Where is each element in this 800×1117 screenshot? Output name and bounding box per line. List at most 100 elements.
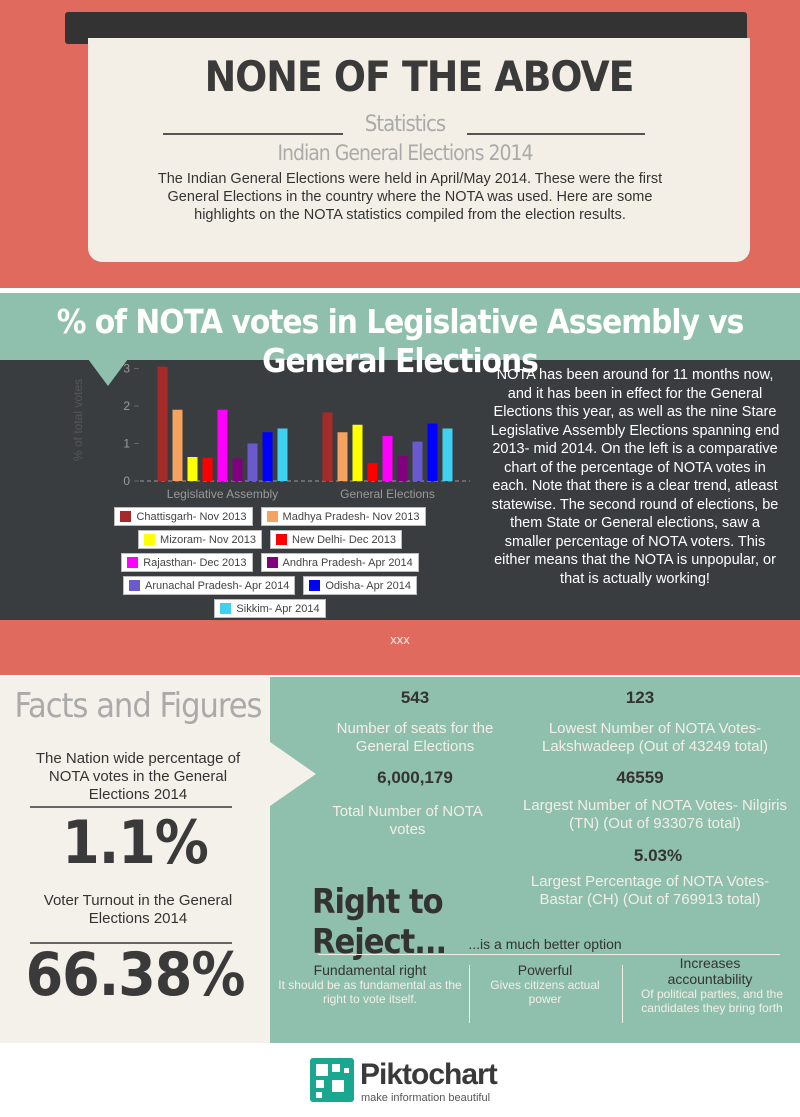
pointer — [88, 359, 128, 386]
facts-title: Facts and Figures — [14, 686, 263, 726]
legend-swatch — [127, 557, 139, 568]
stats-bg — [270, 677, 800, 1043]
subtitle: Indian General Elections 2014 — [277, 141, 533, 165]
intro: The Indian General Elections were held i… — [157, 171, 663, 223]
bar — [412, 441, 423, 481]
logo — [310, 1058, 354, 1102]
legend-label: Arunachal Pradesh- Apr 2014 — [145, 579, 290, 592]
y-tick-label: 2 — [123, 399, 130, 413]
rule — [318, 954, 780, 955]
legend-swatch — [266, 557, 278, 568]
bar — [247, 443, 258, 481]
y-axis-label: % of total votes — [71, 379, 85, 461]
legend-swatch — [144, 534, 156, 545]
title: NONE OF THE ABOVE — [204, 52, 635, 101]
legend-label: Odisha- Apr 2014 — [325, 579, 411, 592]
bar — [322, 412, 333, 481]
legend-swatch — [120, 511, 132, 522]
bar — [172, 409, 183, 481]
legend-item: Arunachal Pradesh- Apr 2014 — [123, 576, 296, 595]
brand: Piktochart — [360, 1058, 498, 1091]
legend-label: Rajasthan- Dec 2013 — [143, 556, 247, 569]
header-card — [88, 38, 750, 262]
y-tick-label: 0 — [123, 474, 130, 488]
legend-label: Andhra Pradesh- Apr 2014 — [282, 556, 413, 569]
stat-value: 6,000,179 — [377, 768, 453, 787]
legend-label: Chattisgarh- Nov 2013 — [136, 510, 247, 523]
legend-item: Mizoram- Nov 2013 — [138, 530, 263, 549]
section-bg — [0, 293, 800, 361]
stat-label: Lowest Number of NOTA Votes- Lakshwadeep… — [542, 720, 768, 755]
legend-swatch — [129, 580, 141, 591]
point-text: Of political parties, and the candidates… — [640, 987, 784, 1015]
pointer — [270, 742, 316, 806]
point-heading: Fundamental right — [313, 962, 427, 978]
bar — [427, 423, 438, 481]
legend-label: Mizoram- Nov 2013 — [160, 533, 257, 546]
bar — [382, 436, 393, 481]
stat-label: Largest Percentage of NOTA Votes- Bastar… — [530, 873, 770, 908]
reject-subtitle: ...is a much better option — [468, 936, 622, 952]
bar — [202, 457, 213, 481]
bar — [187, 457, 198, 481]
chart: % of total votes 0 1 2 3 Legislative Assembly… — [71, 362, 470, 501]
legend-item: Andhra Pradesh- Apr 2014 — [260, 553, 419, 572]
bar — [442, 428, 453, 481]
rule — [467, 133, 645, 135]
y-tick-label: 3 — [123, 362, 130, 376]
bar — [397, 455, 408, 481]
bar — [262, 432, 273, 481]
stat-label: Total Number of NOTA votes — [332, 803, 483, 838]
rule — [30, 942, 232, 944]
legend-item: Chattisgarh- Nov 2013 — [114, 507, 253, 526]
point-heading: Increases accountability — [667, 955, 753, 987]
legend-label: Madhya Pradesh- Nov 2013 — [282, 510, 420, 523]
bar — [337, 432, 348, 481]
chart-text: NOTA has been around for 11 months now, … — [490, 367, 780, 587]
legend-item: Rajasthan- Dec 2013 — [121, 553, 253, 572]
x-tick-label: Legislative Assembly — [167, 487, 278, 501]
stat-label: Number of seats for the General Election… — [336, 720, 494, 755]
legend-item: New Delhi- Dec 2013 — [270, 530, 402, 549]
legend-swatch — [266, 511, 278, 522]
bar — [217, 409, 228, 481]
legend-swatch — [309, 580, 321, 591]
stat-value: 123 — [625, 688, 655, 707]
legend-item: Sikkim- Apr 2014 — [214, 599, 326, 618]
bar — [367, 463, 378, 481]
y-tick-label: 1 — [123, 437, 130, 451]
legend-label: New Delhi- Dec 2013 — [292, 533, 396, 546]
legend-swatch — [220, 603, 232, 614]
rule — [30, 806, 232, 808]
legend: Chattisgarh- Nov 2013 Madhya Pradesh- Nov… — [100, 507, 440, 618]
stat-value: 46559 — [616, 768, 664, 787]
rule — [163, 133, 343, 135]
x-tick-label: General Elections — [340, 487, 435, 501]
bar — [352, 424, 363, 481]
fact-label: The Nation wide percentage of NOTA votes… — [35, 750, 241, 803]
divider-bg — [0, 620, 800, 675]
bar — [277, 428, 288, 481]
point-text: It should be as fundamental as the right… — [278, 978, 462, 1006]
fact-value: 1.1% — [62, 808, 209, 878]
rule — [622, 965, 623, 1023]
stat-label: Largest Number of NOTA Votes- Nilgiris (… — [523, 797, 787, 832]
bar — [157, 366, 168, 481]
stat-value: 5.03% — [633, 846, 683, 865]
legend-item: Odisha- Apr 2014 — [303, 576, 417, 595]
subtitle: Statistics — [364, 112, 446, 137]
legend-item: Madhya Pradesh- Nov 2013 — [260, 507, 426, 526]
point-heading: Powerful — [517, 962, 573, 978]
section-title: % of NOTA votes in Legislative Assembly … — [56, 302, 745, 380]
reject-title: Right to Reject... — [312, 882, 447, 962]
legend-swatch — [276, 534, 288, 545]
rule — [469, 965, 470, 1023]
divider-text: xxx — [390, 632, 410, 647]
point-text: Gives citizens actual power — [490, 978, 600, 1006]
fact-value: 66.38% — [25, 940, 246, 1010]
facts-bg — [0, 677, 270, 1043]
fact-label: Voter Turnout in the General Elections 2… — [43, 892, 233, 927]
tagline: make information beautiful — [361, 1092, 491, 1104]
stat-value: 543 — [400, 688, 430, 707]
